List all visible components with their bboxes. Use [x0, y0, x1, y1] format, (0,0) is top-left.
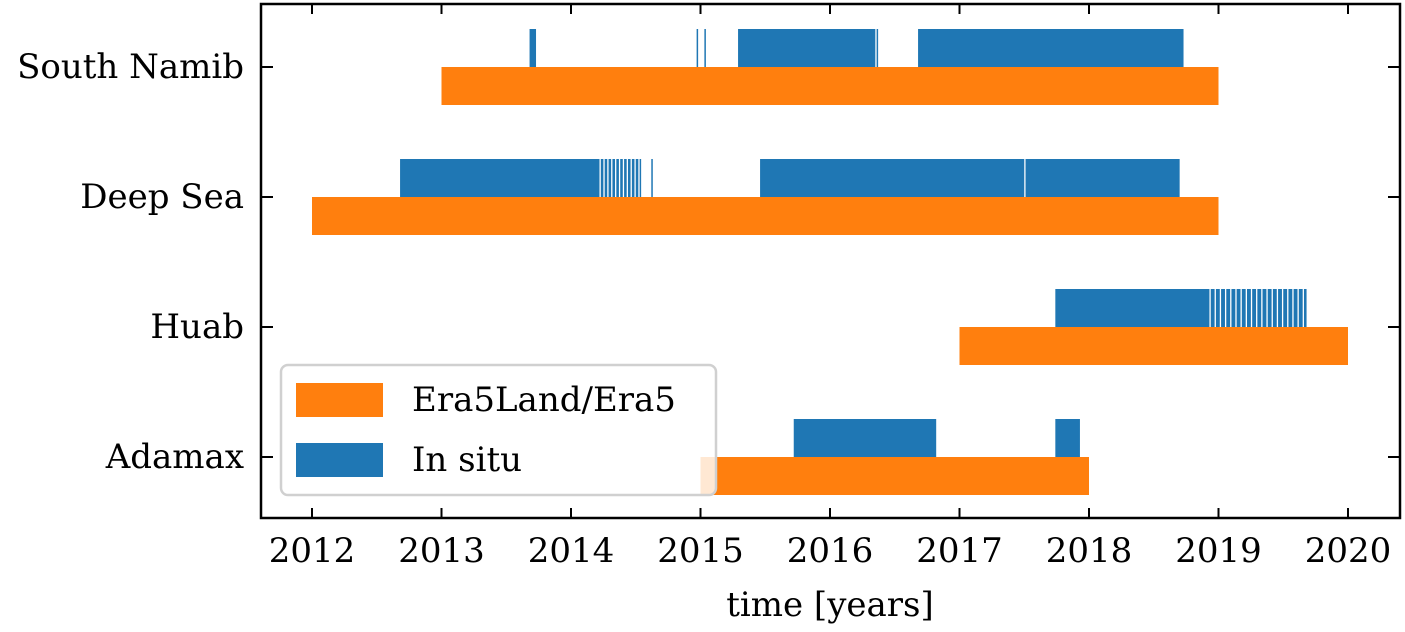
x-tick-label: 2020 [1305, 531, 1392, 571]
in-situ-bar-huab [1298, 289, 1303, 327]
in-situ-bar-deep-sea [760, 159, 1025, 197]
legend-frame [279, 363, 718, 497]
in-situ-bar-deep-sea [616, 159, 619, 197]
x-tick-label: 2015 [657, 531, 744, 571]
in-situ-bar-south-namib [918, 29, 1184, 67]
y-tick-label-huab: Huab [150, 307, 244, 347]
in-situ-bar-adamax [1055, 419, 1080, 457]
in-situ-bar-huab [1231, 289, 1236, 327]
legend-label-in-situ: In situ [412, 440, 522, 480]
in-situ-bar-huab [1055, 289, 1210, 327]
in-situ-bar-deep-sea [631, 159, 635, 197]
in-situ-bar-deep-sea [635, 159, 639, 197]
in-situ-bar-deep-sea [608, 159, 612, 197]
legend-swatch-in-situ [296, 443, 383, 477]
in-situ-bar-south-namib [704, 29, 706, 67]
in-situ-bar-huab [1221, 289, 1225, 327]
in-situ-bar-deep-sea [620, 159, 623, 197]
in-situ-bar-deep-sea [651, 159, 653, 197]
in-situ-bar-deep-sea [600, 159, 604, 197]
era5land-era5-bar-deep-sea [312, 197, 1219, 235]
in-situ-bar-adamax [793, 419, 937, 457]
x-tick-label: 2014 [528, 531, 615, 571]
era5land-era5-bar-huab [959, 327, 1348, 365]
in-situ-bar-huab [1278, 289, 1282, 327]
x-axis-label: time [years] [726, 585, 934, 625]
y-tick-label-adamax: Adamax [105, 437, 244, 477]
legend: Era5Land/Era5 In situ [279, 363, 718, 497]
in-situ-bar-huab [1293, 289, 1298, 327]
in-situ-bar-south-namib [738, 29, 876, 67]
in-situ-bar-huab [1267, 289, 1272, 327]
era5land-era5-bar-adamax [700, 457, 1089, 495]
ticks-layer: 2012 2013 2014 2015 2016 2017 2018 2019 2020 Sout… [17, 4, 1400, 571]
in-situ-bar-huab [1241, 289, 1246, 327]
x-tick-label: 2019 [1175, 531, 1262, 571]
x-tick-label: 2017 [916, 531, 1003, 571]
in-situ-bar-huab [1303, 289, 1307, 327]
in-situ-bar-huab [1246, 289, 1251, 327]
in-situ-bar-south-namib [876, 29, 879, 67]
in-situ-bar-deep-sea [612, 159, 616, 197]
in-situ-bar-deep-sea [627, 159, 631, 197]
x-tick-label: 2018 [1046, 531, 1133, 571]
legend-label-era5land-era5: Era5Land/Era5 [412, 380, 676, 420]
in-situ-bar-deep-sea [639, 159, 642, 197]
y-tick-label-south-namib: South Namib [17, 47, 244, 87]
in-situ-bar-huab [1226, 289, 1231, 327]
in-situ-bar-deep-sea [1025, 159, 1180, 197]
in-situ-bar-huab [1262, 289, 1267, 327]
in-situ-bar-deep-sea [400, 159, 600, 197]
x-tick-label: 2012 [269, 531, 356, 571]
in-situ-bar-huab [1257, 289, 1262, 327]
in-situ-bar-south-namib [529, 29, 537, 67]
x-tick-label: 2013 [398, 531, 485, 571]
in-situ-bar-huab [1236, 289, 1241, 327]
in-situ-bar-huab [1283, 289, 1288, 327]
bars-layer [312, 29, 1348, 495]
era5land-era5-bar-south-namib [441, 67, 1219, 105]
x-tick-label: 2016 [787, 531, 874, 571]
in-situ-bar-south-namib [696, 29, 699, 67]
legend-swatch-era5land-era5 [296, 383, 383, 417]
in-situ-bar-deep-sea [604, 159, 608, 197]
in-situ-bar-huab [1288, 289, 1293, 327]
in-situ-bar-huab [1210, 289, 1215, 327]
in-situ-bar-huab [1252, 289, 1257, 327]
in-situ-bar-huab [1215, 289, 1220, 327]
in-situ-bar-deep-sea [624, 159, 627, 197]
in-situ-bar-huab [1272, 289, 1277, 327]
y-tick-label-deep-sea: Deep Sea [80, 177, 244, 217]
